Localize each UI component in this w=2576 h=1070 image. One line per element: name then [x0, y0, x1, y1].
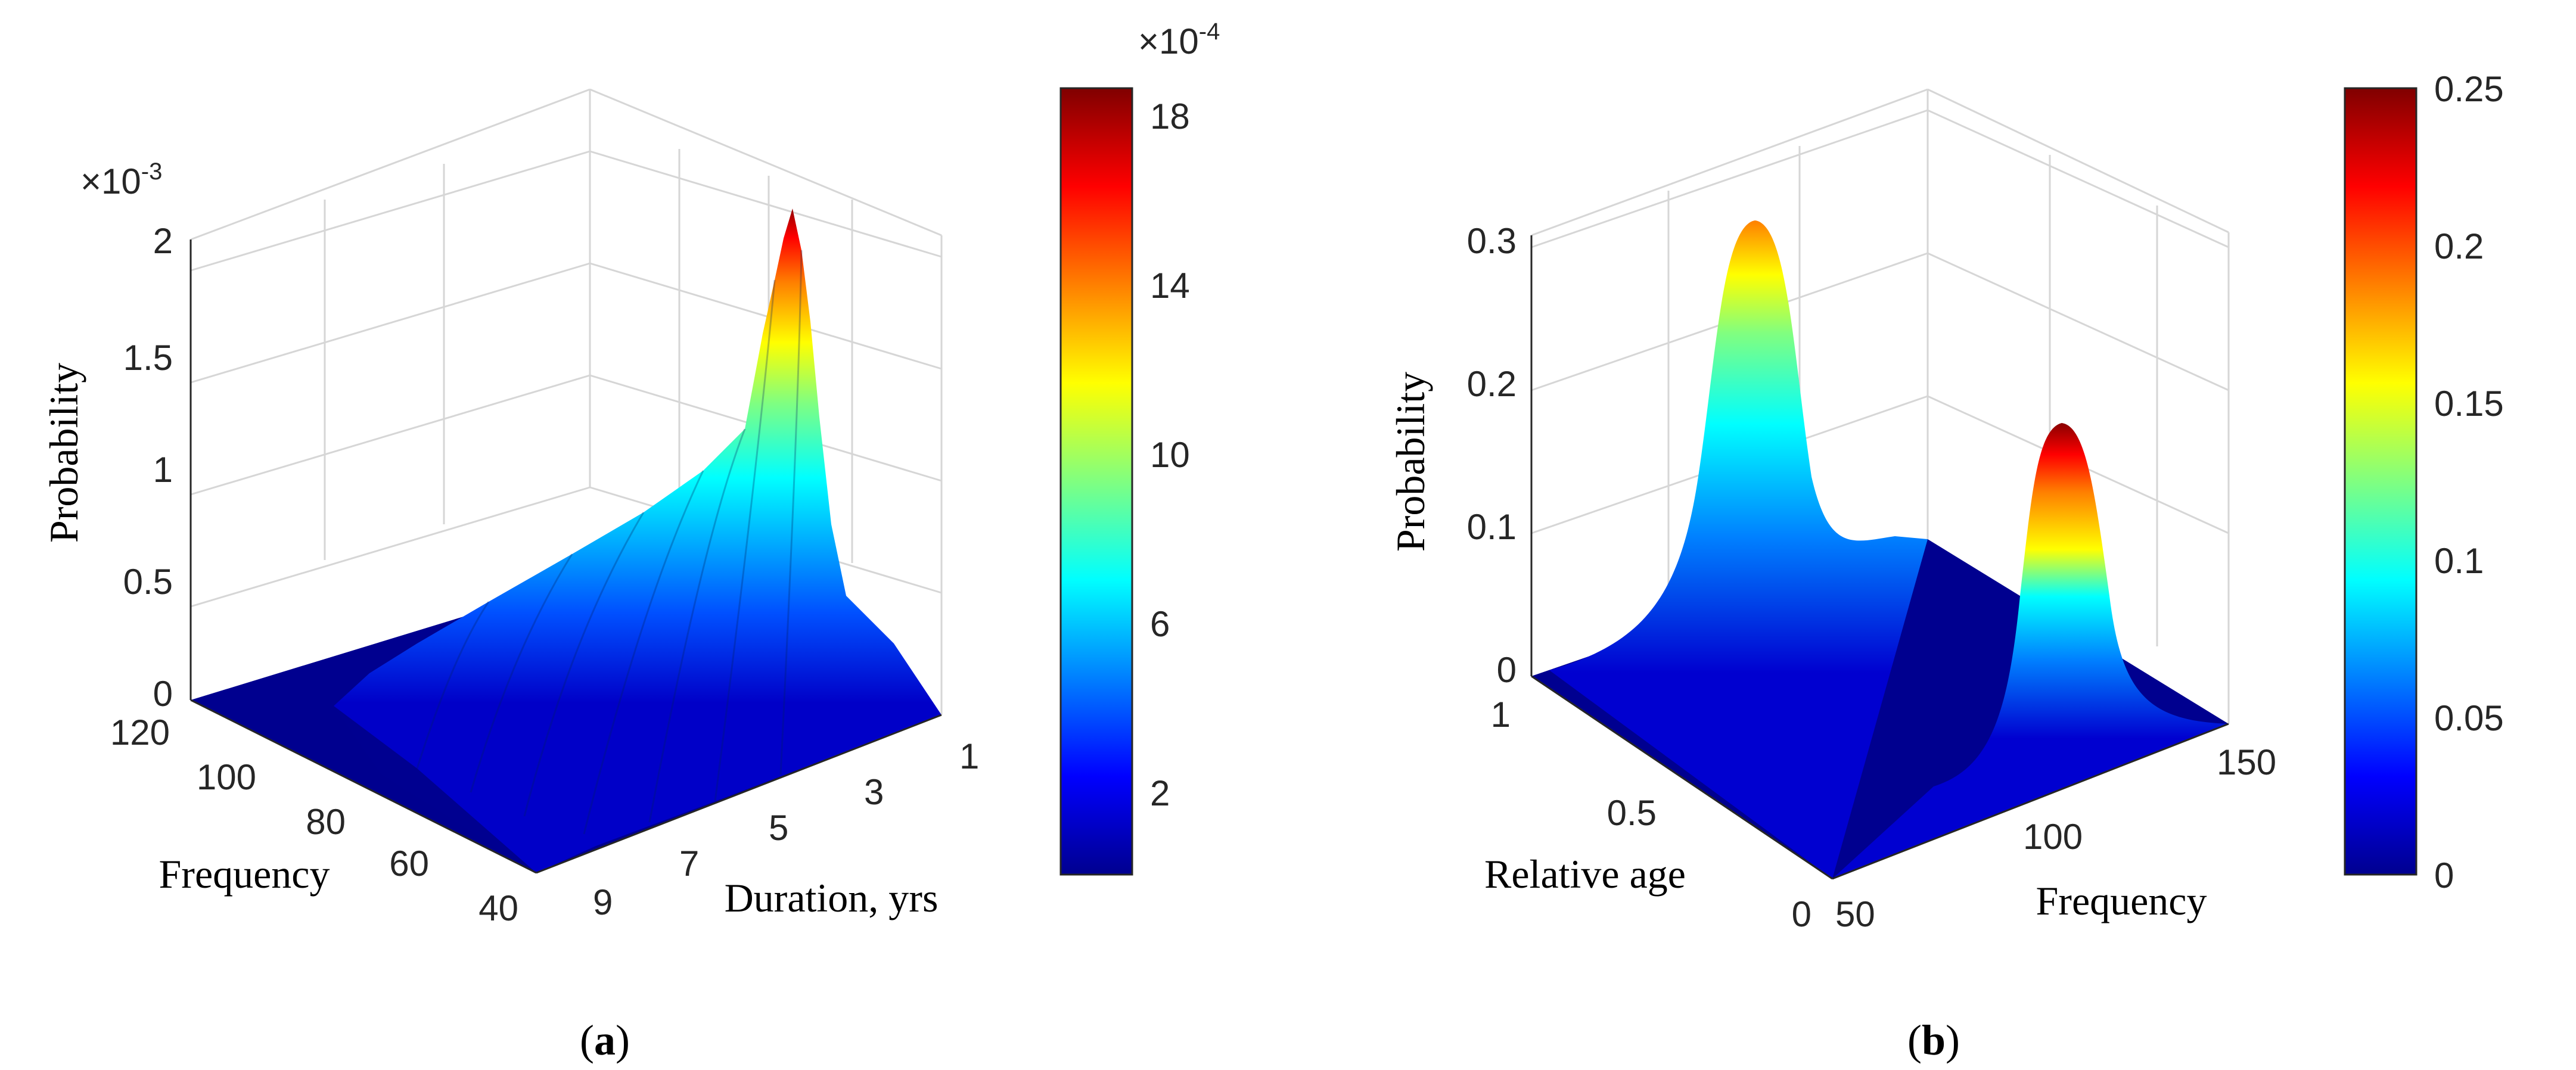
panel-b-y-tick: 50: [1835, 894, 1875, 934]
panel-b-colorbar-tick: 0: [2434, 856, 2454, 895]
panel-a-colorbar-tick: 6: [1150, 604, 1170, 644]
panel-b-x-label: Relative age: [1484, 851, 1686, 897]
panel-a-z-tick: 0: [153, 674, 173, 714]
panel-b-x-tick: 0: [1792, 894, 1811, 934]
panel-a-x-tick: 100: [197, 757, 256, 797]
panel-a-y-ticks: 1 3 5 7 9: [593, 736, 979, 922]
panel-a-z-ticks: 0 0.5 1 1.5 2 ×10-3: [80, 158, 173, 714]
panel-a-x-ticks: 120 100 80 60 40: [110, 713, 518, 928]
panel-b-x-tick: 0.5: [1607, 793, 1657, 833]
panel-a-colorbar-tick: 10: [1150, 435, 1190, 475]
panel-b-z-tick: 0.1: [1467, 507, 1517, 547]
panel-a-y-tick: 5: [769, 808, 788, 848]
panel-b-z-tick: 0: [1497, 650, 1517, 690]
panel-b-colorbar-tick: 0.05: [2434, 698, 2504, 738]
panel-a-z-multiplier: ×10-3: [80, 158, 162, 201]
panel-b-z-ticks: 0 0.1 0.2 0.3: [1467, 221, 1517, 690]
panel-b-z-tick: 0.3: [1467, 221, 1517, 261]
panel-b-colorbar-tick: 0.2: [2434, 226, 2484, 266]
panel-b-x-ticks: 1 0.5 0: [1491, 695, 1811, 934]
panel-a-y-tick: 7: [679, 844, 699, 884]
panel-a-z-label: Probability: [41, 363, 86, 543]
panel-a-x-tick: 60: [389, 844, 429, 884]
panel-a-colorbar-tick: 2: [1150, 773, 1170, 813]
panel-b-y-tick: 150: [2217, 742, 2276, 782]
panel-a-axes: [189, 239, 942, 874]
panel-a-colorbar-tick: 18: [1150, 97, 1190, 136]
panel-b-z-label: Probability: [1388, 372, 1433, 552]
panel-a-y-label: Duration, yrs: [725, 875, 939, 920]
panel-a-z-tick: 0.5: [123, 562, 173, 602]
panel-a-x-tick: 120: [110, 713, 170, 752]
panel-b-caption: (b): [1907, 1016, 1960, 1064]
panel-b-y-ticks: 50 100 150: [1835, 742, 2276, 934]
panel-b-colorbar-tick: 0.1: [2434, 541, 2484, 581]
panel-a-colorbar: ×10-4 2 6 10 14 18: [1059, 18, 1220, 876]
panel-b-y-tick: 100: [2023, 817, 2083, 857]
panel-b-colorbar-tick: 0.25: [2434, 69, 2504, 109]
panel-b-colorbar-tick: 0.15: [2434, 384, 2504, 424]
panel-b-y-label: Frequency: [2036, 878, 2207, 923]
panel-b: 0 0.1 0.2 0.3 1 0.5 0 50 100 150 Probabi…: [1388, 69, 2504, 1064]
panel-b-colorbar: 0 0.05 0.1 0.15 0.2 0.25: [2344, 69, 2504, 895]
panel-a-y-tick: 1: [959, 736, 979, 776]
panel-a-y-tick: 3: [864, 772, 884, 812]
panel-b-x-tick: 1: [1491, 695, 1511, 735]
panel-a-surface: [191, 209, 941, 873]
panel-a-z-tick: 1: [153, 450, 173, 490]
panel-a: 0 0.5 1 1.5 2 ×10-3 120 100 80 60 40 1 3…: [41, 18, 1220, 1064]
panel-a-colorbar-multiplier: ×10-4: [1138, 18, 1220, 61]
panel-a-colorbar-tick: 14: [1150, 266, 1190, 306]
panel-a-caption: (a): [580, 1016, 630, 1064]
panel-b-axes: [1530, 235, 2229, 880]
panel-a-x-tick: 40: [478, 888, 518, 928]
panel-a-x-tick: 80: [306, 802, 346, 842]
panel-b-surface: [1531, 220, 2229, 879]
panel-a-z-tick: 2: [153, 221, 173, 261]
panel-b-z-tick: 0.2: [1467, 364, 1517, 404]
panel-a-y-tick: 9: [593, 882, 613, 922]
panel-a-x-label: Frequency: [159, 851, 330, 897]
panel-a-z-tick: 1.5: [123, 338, 173, 378]
